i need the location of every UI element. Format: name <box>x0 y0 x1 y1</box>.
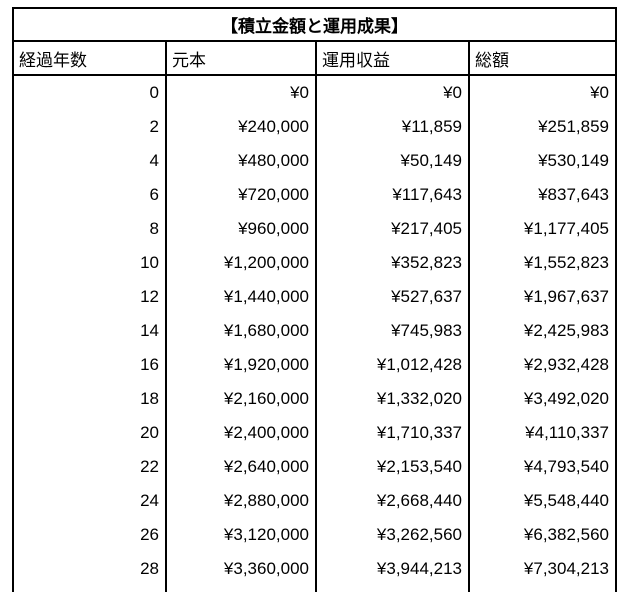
table-title: 【積立金額と運用成果】 <box>13 8 616 42</box>
cell-investment-returns: ¥1,012,428 <box>315 348 469 382</box>
cell-elapsed-years: 24 <box>140 491 159 510</box>
cell-investment-returns: ¥0 <box>315 75 469 110</box>
column-header-principal: 元本 <box>165 41 316 76</box>
table-row: 22 ¥2,640,000 ¥2,153,540 ¥4,793,540 <box>13 450 616 484</box>
cell-investment-returns: ¥1,332,020 <box>315 382 469 416</box>
cell-principal: ¥1,200,000 <box>165 246 316 280</box>
cell-elapsed-years: 26 <box>140 525 159 544</box>
table-row: 6 ¥720,000 ¥117,643 ¥837,643 <box>13 178 616 212</box>
cell-total-amount: ¥7,304,213 <box>468 552 616 586</box>
cell-total-amount: ¥837,643 <box>468 178 616 212</box>
cell-investment-returns: ¥2,668,440 <box>315 484 469 518</box>
cell-elapsed-years: 22 <box>140 457 159 476</box>
table-row: 4 ¥480,000 ¥50,149 ¥530,149 <box>13 144 616 178</box>
cell-total-amount: ¥530,149 <box>468 144 616 178</box>
cell-elapsed-years: 10 <box>140 253 159 272</box>
cell-investment-returns: ¥3,262,560 <box>315 518 469 552</box>
cell-principal: ¥0 <box>165 75 316 110</box>
table-row: 16 ¥1,920,000 ¥1,012,428 ¥2,932,428 <box>13 348 616 382</box>
cell-total-amount: ¥2,932,428 <box>468 348 616 382</box>
cell-investment-returns: ¥3,944,213 <box>315 552 469 586</box>
cell-investment-returns: ¥1,710,337 <box>315 416 469 450</box>
cell-principal: ¥3,360,000 <box>165 552 316 586</box>
cell-elapsed-years: 28 <box>140 559 159 578</box>
column-header-elapsed-years: 経過年数 <box>13 41 166 76</box>
cell-elapsed-years: 14 <box>140 321 159 340</box>
cell-investment-returns: ¥117,643 <box>315 178 469 212</box>
cell-total-amount: ¥251,859 <box>468 110 616 144</box>
cell-elapsed-years: 16 <box>140 355 159 374</box>
cell-principal: ¥480,000 <box>165 144 316 178</box>
table-row: 18 ¥2,160,000 ¥1,332,020 ¥3,492,020 <box>13 382 616 416</box>
cell-investment-returns: ¥527,637 <box>315 280 469 314</box>
table-row: 0 ¥0 ¥0 ¥0 <box>13 75 616 110</box>
savings-results-table: 【積立金額と運用成果】 経過年数 元本 運用収益 総額 0 ¥0 ¥0 ¥0 2 ¥240… <box>12 7 617 592</box>
table-row: 28 ¥3,360,000 ¥3,944,213 ¥7,304,213 <box>13 552 616 586</box>
cell-principal: ¥3,600,000 <box>165 586 316 592</box>
cell-investment-returns: ¥2,153,540 <box>315 450 469 484</box>
cell-investment-returns: ¥50,149 <box>315 144 469 178</box>
cell-elapsed-years: 12 <box>140 287 159 306</box>
table-row: 12 ¥1,440,000 ¥527,637 ¥1,967,637 <box>13 280 616 314</box>
cell-total-amount: ¥4,793,540 <box>468 450 616 484</box>
cell-principal: ¥2,160,000 <box>165 382 316 416</box>
cell-investment-returns: ¥4,722,586 <box>315 586 469 592</box>
cell-investment-returns: ¥217,405 <box>315 212 469 246</box>
cell-investment-returns: ¥352,823 <box>315 246 469 280</box>
cell-investment-returns: ¥745,983 <box>315 314 469 348</box>
cell-principal: ¥1,440,000 <box>165 280 316 314</box>
cell-total-amount: ¥8,322,586 <box>468 586 616 592</box>
cell-elapsed-years: 30 <box>13 586 166 592</box>
cell-elapsed-years: 0 <box>149 83 159 102</box>
cell-elapsed-years: 4 <box>149 151 159 170</box>
cell-total-amount: ¥0 <box>468 75 616 110</box>
cell-elapsed-years: 2 <box>149 117 159 136</box>
cell-principal: ¥960,000 <box>165 212 316 246</box>
table-row: 14 ¥1,680,000 ¥745,983 ¥2,425,983 <box>13 314 616 348</box>
cell-total-amount: ¥5,548,440 <box>468 484 616 518</box>
cell-total-amount: ¥2,425,983 <box>468 314 616 348</box>
table-row: 2 ¥240,000 ¥11,859 ¥251,859 <box>13 110 616 144</box>
cell-total-amount: ¥1,552,823 <box>468 246 616 280</box>
cell-principal: ¥2,880,000 <box>165 484 316 518</box>
table-row: 20 ¥2,400,000 ¥1,710,337 ¥4,110,337 <box>13 416 616 450</box>
cell-investment-returns: ¥11,859 <box>315 110 469 144</box>
cell-principal: ¥1,680,000 <box>165 314 316 348</box>
cell-principal: ¥240,000 <box>165 110 316 144</box>
cell-elapsed-years: 20 <box>140 423 159 442</box>
cell-principal: ¥3,120,000 <box>165 518 316 552</box>
cell-principal: ¥720,000 <box>165 178 316 212</box>
cell-principal: ¥1,920,000 <box>165 348 316 382</box>
table-row: 26 ¥3,120,000 ¥3,262,560 ¥6,382,560 <box>13 518 616 552</box>
cell-total-amount: ¥4,110,337 <box>468 416 616 450</box>
cell-elapsed-years: 8 <box>149 219 159 238</box>
table-row: 24 ¥2,880,000 ¥2,668,440 ¥5,548,440 <box>13 484 616 518</box>
cell-elapsed-years: 18 <box>140 389 159 408</box>
table-row: 8 ¥960,000 ¥217,405 ¥1,177,405 <box>13 212 616 246</box>
cell-total-amount: ¥1,967,637 <box>468 280 616 314</box>
cell-total-amount: ¥6,382,560 <box>468 518 616 552</box>
cell-total-amount: ¥1,177,405 <box>468 212 616 246</box>
cell-principal: ¥2,400,000 <box>165 416 316 450</box>
table-row: 10 ¥1,200,000 ¥352,823 ¥1,552,823 <box>13 246 616 280</box>
column-header-total-amount: 総額 <box>468 41 616 76</box>
title-row: 【積立金額と運用成果】 <box>13 8 616 42</box>
cell-elapsed-years: 6 <box>149 185 159 204</box>
cell-total-amount: ¥3,492,020 <box>468 382 616 416</box>
header-row: 経過年数 元本 運用収益 総額 <box>13 41 616 76</box>
table-row: 30¥3,600,000¥4,722,586¥8,322,586 <box>13 586 616 592</box>
column-header-investment-returns: 運用収益 <box>315 41 469 76</box>
cell-principal: ¥2,640,000 <box>165 450 316 484</box>
